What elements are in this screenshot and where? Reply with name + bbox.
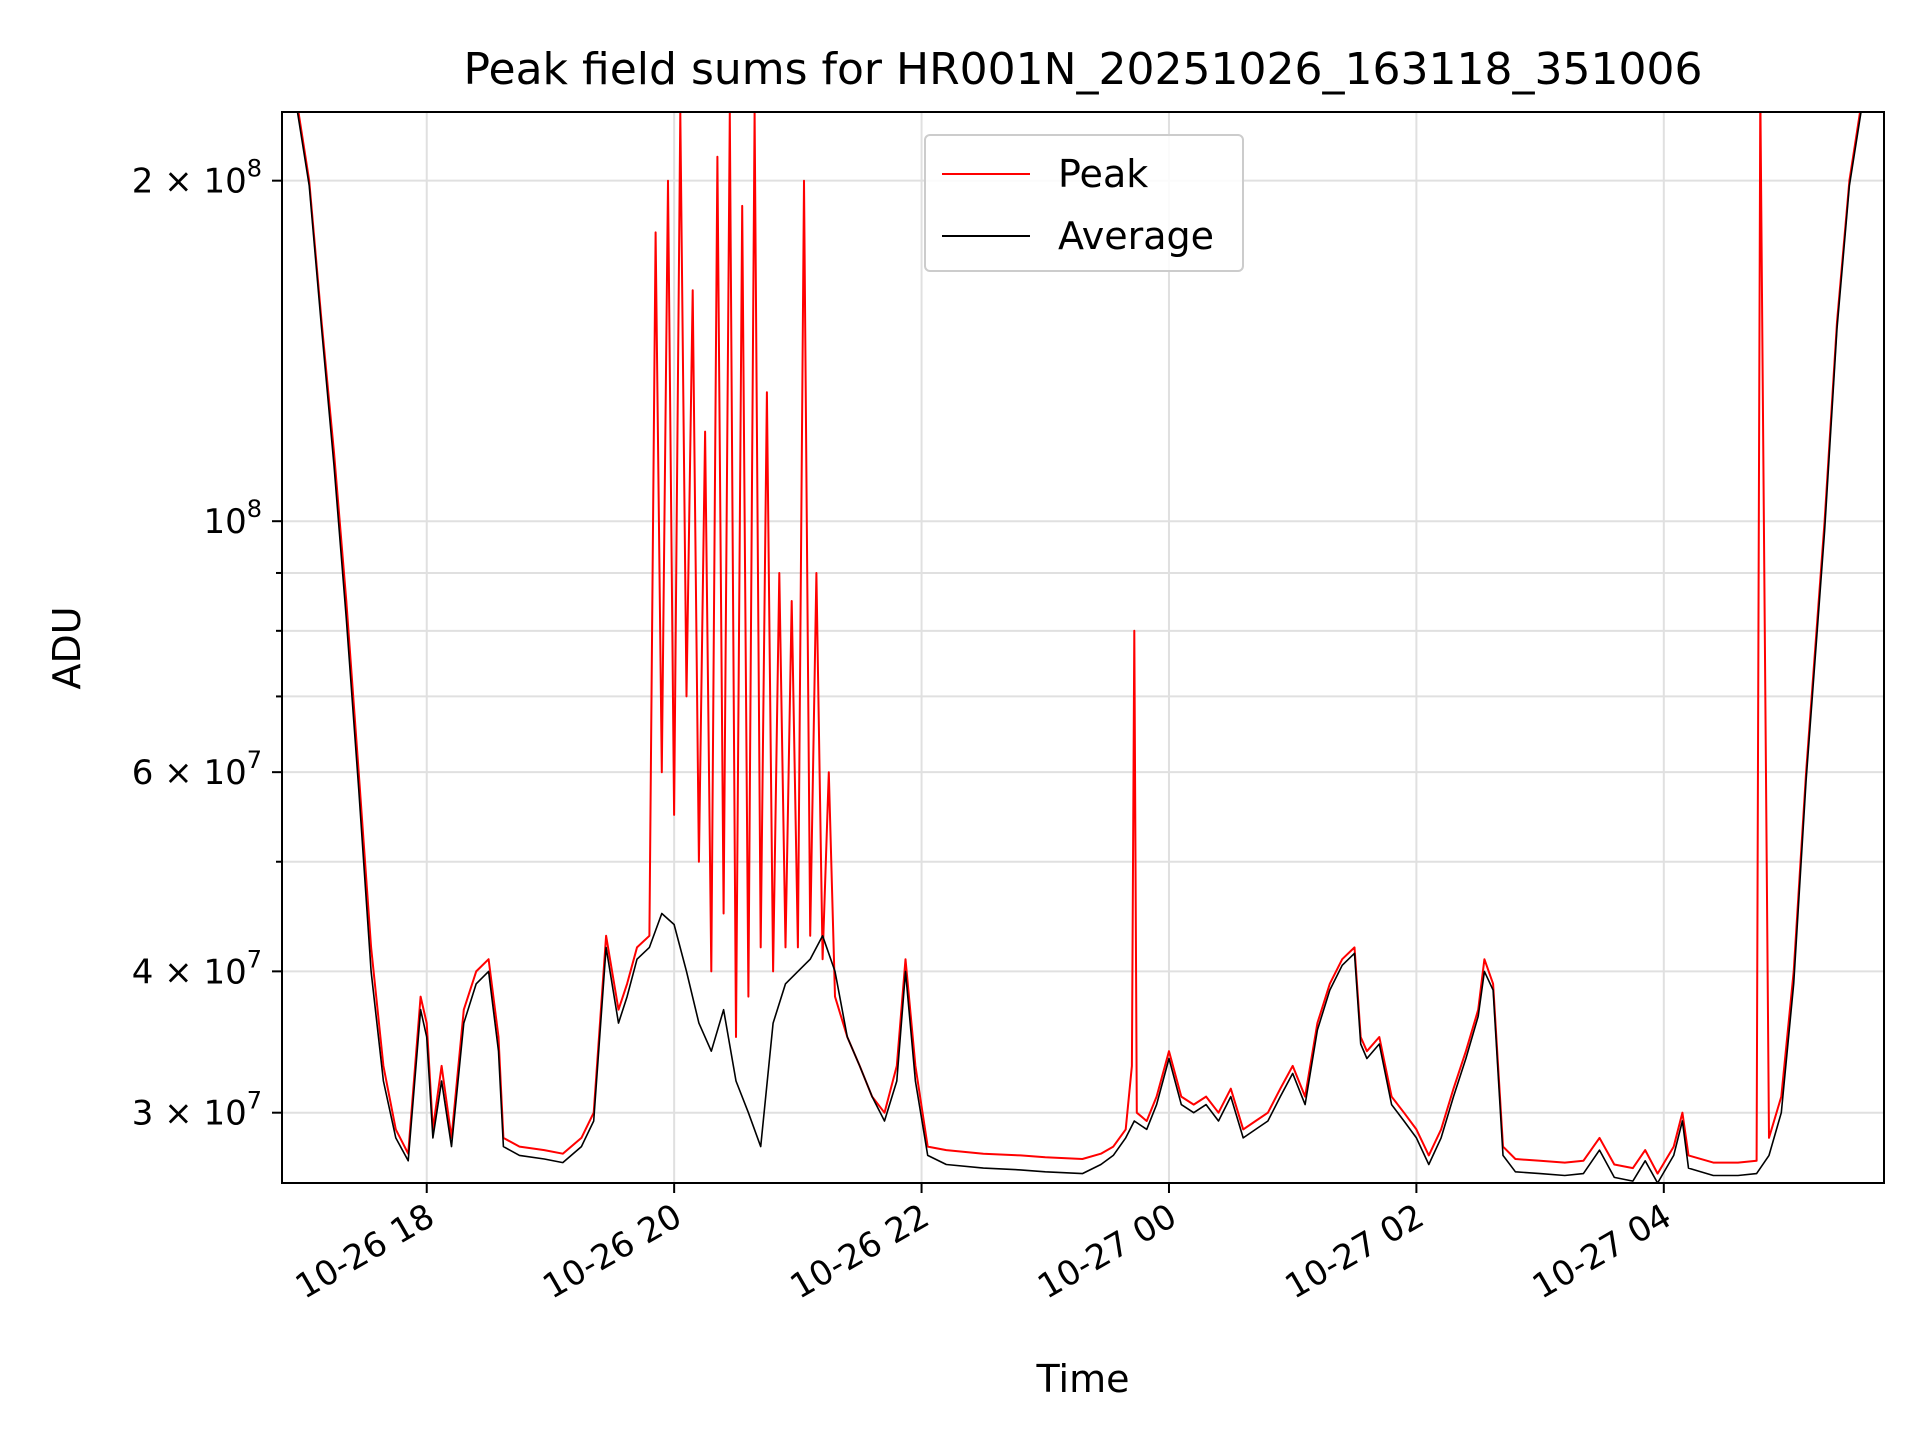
legend-item-peak: Peak <box>926 144 1242 204</box>
y-tick-label: 2 × 108 <box>132 155 262 202</box>
y-tick-label: 108 <box>203 495 262 542</box>
series-line-average <box>296 112 1862 1183</box>
legend-item-average: Average <box>926 206 1242 266</box>
y-tick-label: 6 × 107 <box>132 746 262 793</box>
x-axis-label: Time <box>1036 1357 1130 1401</box>
series-layer <box>296 112 1862 1183</box>
series-line-peak <box>297 112 1862 1175</box>
y-tick-label: 3 × 107 <box>132 1087 262 1134</box>
y-tick-label: 4 × 107 <box>132 945 262 992</box>
plot-area <box>296 112 1862 1183</box>
y-axis-label: ADU <box>45 606 89 689</box>
legend: Peak Average <box>924 134 1244 272</box>
chart-title: Peak field sums for HR001N_20251026_1631… <box>464 44 1703 95</box>
legend-swatch-peak <box>942 173 1030 175</box>
legend-label-average: Average <box>1058 214 1215 258</box>
plot-frame <box>281 111 1885 1184</box>
legend-swatch-average <box>942 235 1030 237</box>
legend-label-peak: Peak <box>1058 152 1149 196</box>
